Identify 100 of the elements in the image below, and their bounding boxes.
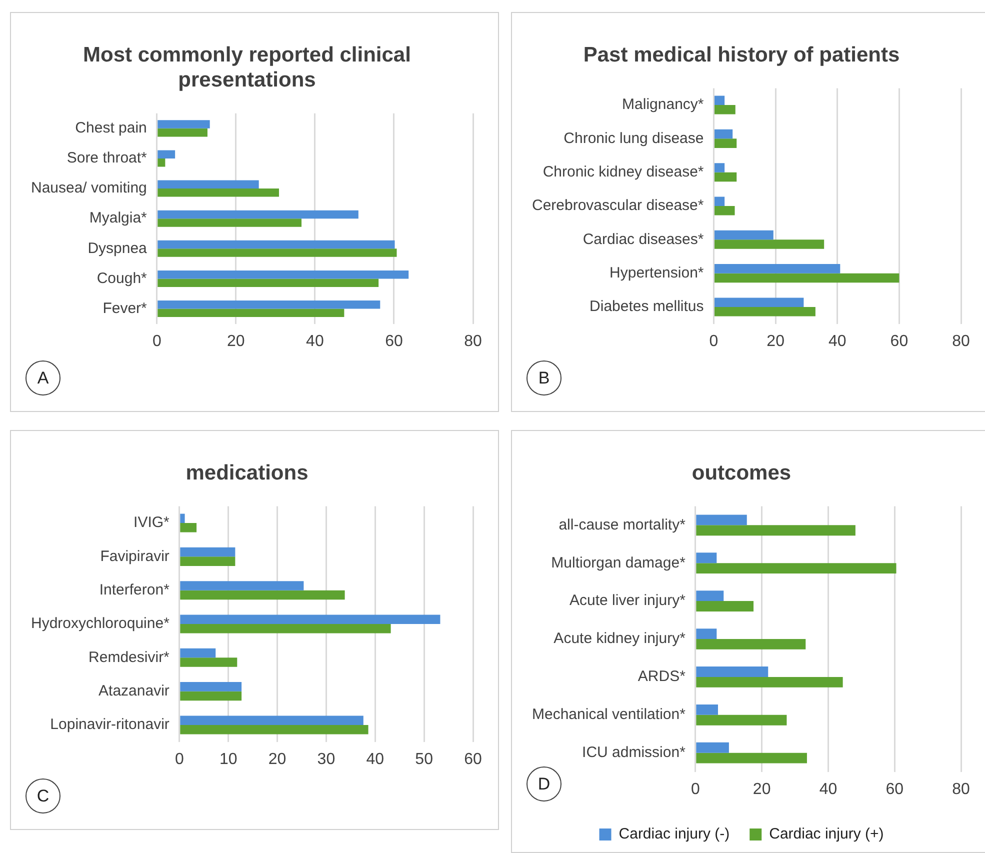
bar bbox=[696, 676, 843, 688]
y-tick-label: Myalgia* bbox=[89, 210, 148, 227]
bar bbox=[158, 240, 395, 249]
bar bbox=[180, 590, 345, 600]
x-tick-label: 20 bbox=[752, 780, 771, 798]
bar bbox=[696, 514, 747, 526]
y-tick-label: Acute kidney injury* bbox=[554, 630, 686, 648]
y-tick-label: ICU admission* bbox=[582, 744, 686, 761]
x-tick-label: 60 bbox=[464, 750, 482, 768]
bar bbox=[696, 752, 807, 764]
bar bbox=[180, 658, 238, 667]
x-tick-label: 40 bbox=[366, 750, 384, 768]
bar bbox=[158, 180, 259, 189]
x-tick-label: 0 bbox=[690, 780, 700, 798]
x-tick-label: 10 bbox=[219, 750, 238, 768]
chart-title: Past medical history of patients bbox=[583, 43, 900, 66]
bar bbox=[180, 547, 236, 557]
bar bbox=[696, 552, 717, 564]
bar bbox=[158, 270, 409, 279]
x-tick-label: 0 bbox=[174, 750, 184, 768]
bar bbox=[714, 206, 735, 216]
legend-label: Cardiac injury (+) bbox=[769, 826, 884, 843]
bar bbox=[158, 210, 358, 219]
bar bbox=[714, 172, 737, 182]
bar bbox=[714, 230, 774, 240]
bar bbox=[180, 614, 440, 624]
y-tick-label: Diabetes mellitus bbox=[590, 298, 704, 316]
bar bbox=[696, 742, 729, 753]
bar bbox=[696, 563, 896, 574]
y-tick-label: all-cause mortality* bbox=[558, 516, 686, 534]
bar bbox=[158, 188, 279, 197]
bar bbox=[714, 163, 725, 172]
text: A bbox=[37, 368, 50, 388]
x-tick-label: 20 bbox=[268, 750, 286, 768]
bar bbox=[180, 556, 236, 566]
y-tick-label: Remdesivir* bbox=[88, 648, 170, 666]
bar bbox=[180, 514, 185, 524]
chart-title: Most commonly reported clinical presentations bbox=[83, 43, 411, 92]
bar bbox=[180, 523, 197, 532]
bar bbox=[180, 716, 364, 725]
bar bbox=[696, 590, 724, 602]
y-tick-label: Dyspnea bbox=[88, 240, 148, 257]
bar bbox=[158, 120, 210, 128]
bar bbox=[158, 218, 302, 227]
bar bbox=[714, 306, 816, 316]
x-tick-label: 60 bbox=[886, 780, 904, 798]
bar bbox=[158, 158, 166, 167]
bar bbox=[714, 138, 737, 148]
bar bbox=[714, 240, 824, 249]
chart-title: outcomes bbox=[692, 461, 792, 484]
bar bbox=[158, 128, 208, 137]
y-tick-label: Cardiac diseases* bbox=[582, 230, 704, 248]
bar bbox=[158, 278, 379, 287]
bar bbox=[696, 628, 717, 639]
x-tick-label: 40 bbox=[828, 332, 846, 350]
y-tick-label: Atazanavir bbox=[98, 682, 170, 700]
x-tick-label: 60 bbox=[890, 332, 908, 350]
bar bbox=[180, 691, 242, 701]
bar bbox=[180, 624, 391, 634]
x-tick-label: 20 bbox=[227, 332, 245, 350]
y-tick-label: IVIG* bbox=[134, 514, 170, 532]
y-tick-label: Nausea/ vomiting bbox=[30, 180, 147, 197]
x-tick-label: 50 bbox=[415, 750, 434, 768]
y-tick-label: Multiorgan damage* bbox=[551, 554, 686, 572]
bar bbox=[696, 666, 768, 677]
y-tick-label: Chronic lung disease bbox=[564, 130, 704, 147]
text: B bbox=[538, 368, 550, 388]
x-tick-label: 80 bbox=[952, 332, 970, 350]
y-tick-label: Chronic kidney disease* bbox=[542, 163, 704, 180]
x-tick-label: 40 bbox=[306, 332, 324, 350]
x-tick-label: 30 bbox=[317, 750, 336, 768]
bar bbox=[696, 525, 856, 536]
bar bbox=[714, 273, 900, 283]
chart-title: medications bbox=[186, 461, 308, 484]
y-tick-label: Cerebrovascular disease* bbox=[532, 197, 704, 214]
bar bbox=[714, 96, 725, 106]
bar bbox=[696, 714, 787, 726]
bar bbox=[696, 639, 806, 650]
legend-label: Cardiac injury (-) bbox=[618, 826, 730, 843]
y-tick-label: Mechanical ventilation* bbox=[532, 706, 686, 724]
y-tick-label: Acute liver injury* bbox=[570, 592, 686, 610]
bar bbox=[714, 298, 804, 307]
bar bbox=[714, 196, 725, 206]
y-tick-label: Lopinavir-ritonavir bbox=[50, 716, 170, 734]
x-tick-label: 40 bbox=[819, 780, 838, 798]
y-tick-label: Malignancy* bbox=[622, 96, 704, 114]
text: C bbox=[36, 786, 50, 806]
y-tick-label: Sore throat* bbox=[66, 150, 148, 167]
y-tick-label: Fever* bbox=[102, 300, 148, 317]
bar bbox=[180, 581, 304, 590]
bar bbox=[158, 300, 380, 309]
x-tick-label: 20 bbox=[766, 332, 785, 350]
x-tick-label: 80 bbox=[464, 332, 482, 350]
y-tick-label: Cough* bbox=[96, 270, 148, 287]
x-tick-label: 80 bbox=[952, 780, 970, 798]
bar bbox=[180, 682, 242, 692]
bar bbox=[696, 601, 754, 612]
bar bbox=[180, 724, 368, 734]
bar bbox=[158, 150, 176, 158]
y-tick-label: Chest pain bbox=[75, 120, 147, 137]
